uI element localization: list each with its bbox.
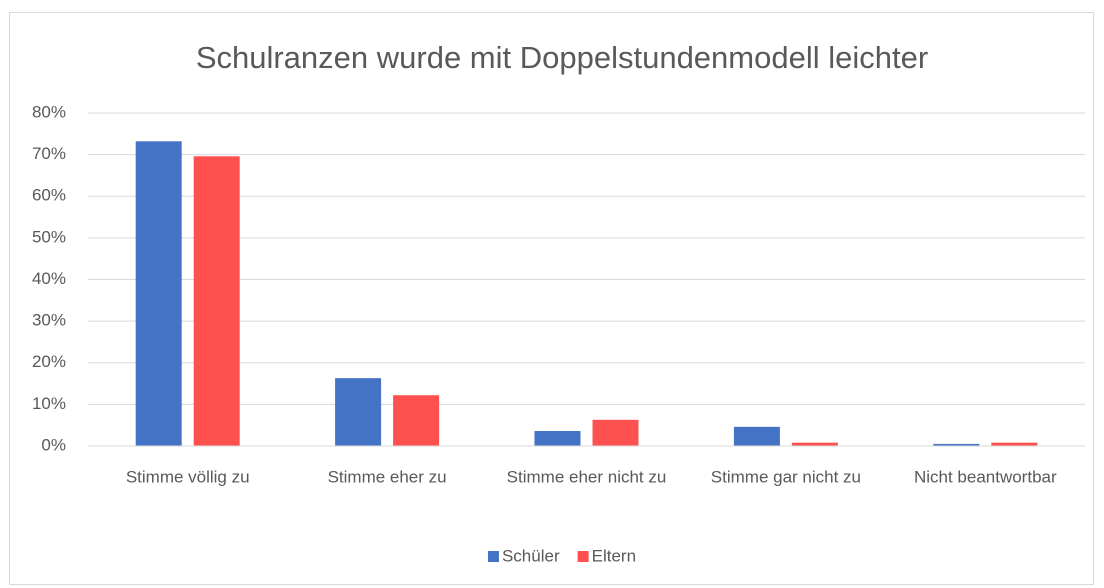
x-tick-label: Nicht beantwortbar (914, 467, 1057, 486)
chart-border (9, 12, 1094, 585)
y-tick-label: 20% (32, 352, 66, 371)
legend-label: Eltern (592, 546, 636, 565)
y-tick-label: 80% (32, 102, 66, 121)
y-tick-label: 50% (32, 227, 66, 246)
legend-label: Schüler (502, 546, 560, 565)
y-tick-label: 10% (32, 394, 66, 413)
y-tick-label: 70% (32, 144, 66, 163)
bar (592, 419, 639, 446)
x-tick-label: Stimme völlig zu (126, 467, 250, 486)
bar (733, 426, 780, 446)
legend-swatch (577, 551, 589, 562)
bar (335, 378, 382, 446)
bar (933, 443, 980, 446)
y-tick-label: 40% (32, 269, 66, 288)
bar (193, 156, 240, 447)
x-tick-label: Stimme eher nicht zu (507, 467, 667, 486)
x-tick-label: Stimme gar nicht zu (711, 467, 861, 486)
x-tick-label: Stimme eher zu (328, 467, 447, 486)
bar (393, 395, 440, 446)
y-tick-label: 30% (32, 311, 66, 330)
bar (991, 442, 1038, 446)
chart-title: Schulranzen wurde mit Doppelstundenmodel… (196, 40, 928, 75)
y-tick-label: 0% (41, 435, 66, 454)
bar (135, 141, 182, 446)
bar (791, 442, 838, 446)
legend-swatch (487, 551, 499, 562)
y-tick-label: 60% (32, 186, 66, 205)
bar (534, 431, 581, 446)
legend-item: Eltern (577, 546, 636, 565)
legend-item: Schüler (487, 546, 560, 565)
